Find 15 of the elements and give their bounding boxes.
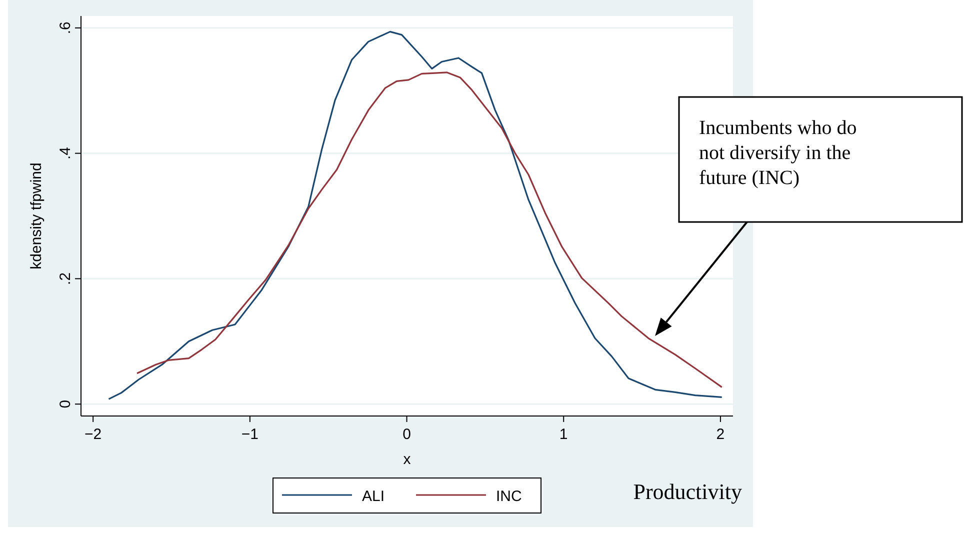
x-tick-label: −2 bbox=[84, 426, 102, 443]
x-tick-label: 1 bbox=[559, 426, 568, 443]
legend-label: ALI bbox=[362, 488, 385, 505]
x-tick-label: −1 bbox=[241, 426, 258, 443]
text: Productivity bbox=[633, 479, 742, 504]
y-tick-label: 0 bbox=[57, 400, 74, 408]
y-axis-title: kdensity tfpwind bbox=[28, 162, 45, 270]
y-tick-label: .2 bbox=[57, 272, 74, 285]
x-tick-label: 2 bbox=[716, 426, 725, 443]
legend-label: INC bbox=[496, 488, 522, 505]
annotation: Incumbents who do not diversify in the future (INC) bbox=[699, 117, 857, 189]
y-tick-label: .6 bbox=[57, 22, 74, 34]
x-tick-label: 0 bbox=[402, 426, 411, 443]
y-tick-label: .4 bbox=[57, 147, 74, 160]
x-axis-title: x bbox=[403, 451, 412, 468]
